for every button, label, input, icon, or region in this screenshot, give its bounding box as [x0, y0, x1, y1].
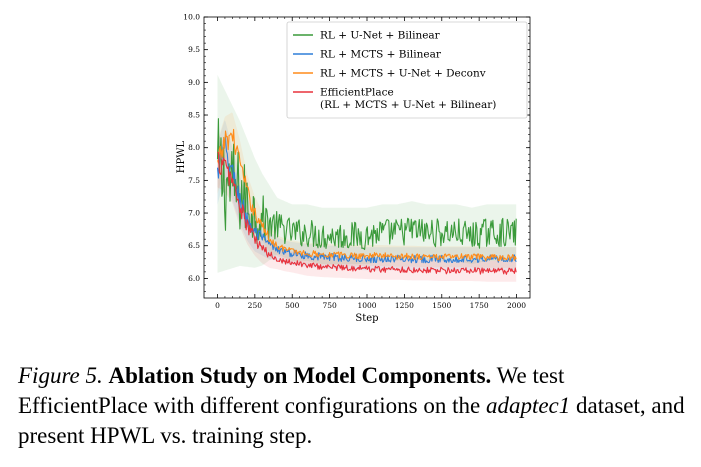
series-band — [217, 120, 517, 271]
x-tick-label: 1500 — [432, 301, 451, 310]
x-tick-label: 750 — [322, 301, 337, 310]
figure-caption: Figure 5. Ablation Study on Model Compon… — [18, 361, 698, 451]
x-tick-label: 0 — [215, 301, 220, 310]
caption-title: Ablation Study on Model Components. — [108, 363, 492, 388]
y-tick-label: 7.0 — [188, 209, 200, 218]
x-tick-label: 1750 — [470, 301, 489, 310]
x-tick-label: 1000 — [357, 301, 376, 310]
y-tick-label: 8.5 — [188, 111, 200, 120]
legend-entry-line2: (RL + MCTS + U-Net + Bilinear) — [320, 99, 496, 111]
series-band — [217, 74, 517, 273]
legend-box — [286, 21, 528, 119]
y-tick-label: 6.0 — [188, 274, 200, 283]
legend: RL + U-Net + Bilinear RL + MCTS + Bilinea… — [286, 21, 528, 119]
caption-text-before: We test EfficientPlace with different co… — [18, 363, 565, 418]
legend-entry: RL + U-Net + Bilinear — [320, 30, 441, 42]
series-line — [217, 151, 517, 275]
legend-entry: RL + MCTS + Bilinear — [320, 49, 442, 61]
y-tick-label: 9.5 — [188, 45, 200, 54]
legend-entry: EfficientPlace — [320, 87, 394, 99]
y-tick-label: 7.5 — [188, 176, 200, 185]
y-tick-label: 6.5 — [188, 241, 200, 250]
legend-entry: RL + MCTS + U-Net + Deconv — [320, 68, 486, 80]
caption-text-after: dataset, and present HPWL vs. training s… — [18, 393, 685, 448]
series-band — [217, 112, 517, 268]
series-band — [217, 134, 517, 282]
y-tick-label: 8.0 — [188, 143, 200, 152]
y-axis-label: HPWL — [176, 140, 187, 173]
series-line — [216, 128, 517, 262]
x-tick-label: 2000 — [507, 301, 526, 310]
x-tick-label: 1250 — [395, 301, 414, 310]
caption-label: Figure 5. — [18, 363, 103, 388]
caption-dataset: adaptec1 — [485, 393, 571, 418]
series-line — [216, 118, 517, 251]
y-tick-label: 10.0 — [183, 13, 200, 22]
x-tick-label: 250 — [248, 301, 263, 310]
x-axis-label: Step — [355, 313, 378, 324]
y-tick-label: 9.0 — [188, 78, 200, 87]
hpwl-line-chart: 0 250 500 750 1000 1250 1500 1750 2000 6.0 6.5 7.0 7… — [176, 13, 531, 324]
x-tick-label: 500 — [285, 301, 300, 310]
